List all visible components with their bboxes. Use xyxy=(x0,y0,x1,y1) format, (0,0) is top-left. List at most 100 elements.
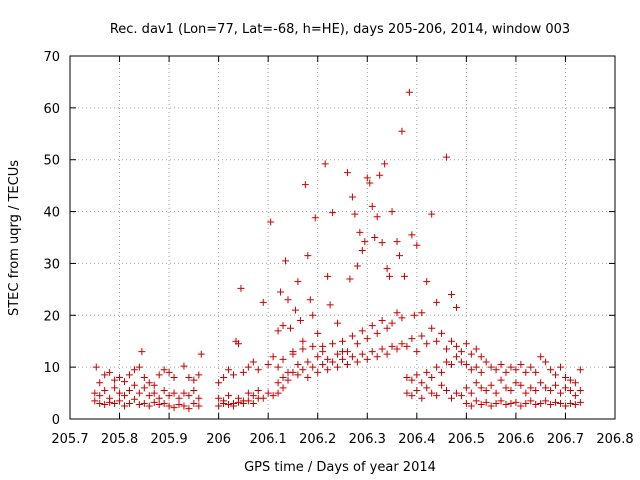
data-point xyxy=(561,384,569,392)
data-point xyxy=(111,399,119,407)
data-point xyxy=(376,171,384,179)
data-point xyxy=(363,335,371,343)
data-point xyxy=(356,228,364,236)
data-point xyxy=(351,210,359,218)
data-point xyxy=(423,368,431,376)
data-point xyxy=(388,208,396,216)
data-point xyxy=(309,363,317,371)
data-point xyxy=(145,392,153,400)
data-point xyxy=(195,402,203,410)
data-point xyxy=(314,368,322,376)
data-point xyxy=(195,371,203,379)
data-point xyxy=(557,363,564,371)
data-point xyxy=(234,398,242,406)
y-tick-label: 50 xyxy=(43,154,60,169)
data-point xyxy=(428,210,436,218)
x-tick-label: 206.2 xyxy=(299,432,336,447)
data-point xyxy=(418,332,426,340)
data-point xyxy=(165,368,173,376)
data-point xyxy=(368,322,376,330)
data-point xyxy=(225,400,233,408)
data-point xyxy=(418,394,426,402)
data-point xyxy=(368,202,376,210)
data-point xyxy=(301,181,309,189)
data-point xyxy=(418,379,426,387)
plot-frame xyxy=(69,55,616,420)
data-point xyxy=(185,374,193,382)
data-point xyxy=(145,402,153,410)
data-point xyxy=(170,404,178,412)
data-point xyxy=(244,389,252,397)
data-point xyxy=(274,379,282,387)
data-point xyxy=(334,350,342,358)
data-point xyxy=(467,350,475,358)
data-point xyxy=(225,392,233,400)
data-point xyxy=(269,353,277,361)
data-point xyxy=(363,355,371,363)
data-point xyxy=(423,278,431,286)
data-point xyxy=(467,366,475,374)
data-point xyxy=(314,329,322,337)
data-point xyxy=(413,241,421,249)
data-point xyxy=(433,337,441,345)
data-point xyxy=(249,392,257,400)
data-point xyxy=(140,399,148,407)
data-point xyxy=(368,348,376,356)
data-point xyxy=(96,399,104,407)
data-point xyxy=(358,246,366,254)
data-point xyxy=(542,358,550,366)
data-point xyxy=(547,386,555,394)
data-point xyxy=(542,397,550,405)
data-point xyxy=(116,397,124,405)
data-point xyxy=(239,399,247,407)
data-point xyxy=(197,350,205,358)
data-point xyxy=(448,361,455,369)
axis-ticks: 205.7 205.8 205.9 206 206.1 206.2 206.3 206.4 20… xyxy=(43,50,633,447)
data-point xyxy=(348,193,356,201)
data-point xyxy=(413,371,421,379)
data-point xyxy=(472,379,480,387)
data-point xyxy=(527,397,535,405)
data-point xyxy=(106,368,114,376)
data-point xyxy=(507,386,515,394)
data-point xyxy=(101,371,109,379)
data-point xyxy=(423,340,431,348)
y-tick-label: 60 xyxy=(43,102,60,117)
data-point xyxy=(443,345,451,353)
data-point xyxy=(472,363,480,371)
data-point xyxy=(264,361,272,369)
data-point xyxy=(373,329,381,337)
data-point xyxy=(527,363,535,371)
data-point xyxy=(557,399,564,407)
data-point xyxy=(363,174,371,182)
data-point xyxy=(319,361,327,369)
data-point xyxy=(304,358,312,366)
data-point xyxy=(512,379,520,387)
data-point xyxy=(571,392,579,400)
data-point xyxy=(522,368,530,376)
data-point xyxy=(462,384,470,392)
data-point xyxy=(282,257,290,265)
data-point xyxy=(296,316,304,324)
x-tick-label: 205.8 xyxy=(101,432,138,447)
data-point xyxy=(237,284,245,292)
data-point xyxy=(487,381,495,389)
data-point xyxy=(190,399,198,407)
data-point xyxy=(492,389,500,397)
chart-title: Rec. dav1 (Lon=77, Lat=-68, h=HE), days … xyxy=(110,22,570,37)
data-point xyxy=(448,291,455,299)
x-tick-label: 206.4 xyxy=(398,432,435,447)
data-point xyxy=(284,376,292,384)
data-point xyxy=(576,398,584,406)
data-point xyxy=(289,368,297,376)
data-point xyxy=(311,214,319,222)
data-point xyxy=(274,327,282,335)
data-point xyxy=(321,160,329,168)
x-tick-label: 205.7 xyxy=(51,432,88,447)
data-point xyxy=(497,361,505,369)
data-point xyxy=(130,395,138,403)
data-point xyxy=(552,398,560,406)
data-point xyxy=(400,272,408,280)
data-point xyxy=(334,319,342,327)
